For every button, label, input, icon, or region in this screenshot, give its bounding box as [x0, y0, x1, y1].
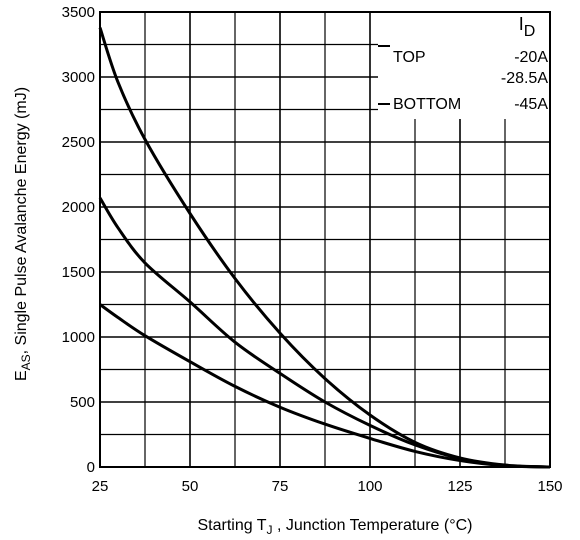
plot-frame — [99, 11, 551, 468]
x-tick-label: 75 — [272, 478, 289, 495]
x-tick-label: 150 — [537, 478, 562, 495]
y-tick-label: 2500 — [62, 134, 95, 151]
y-tick-label: 500 — [70, 394, 95, 411]
y-axis-label: EAS, Single Pulse Avalanche Energy (mJ) — [13, 87, 33, 381]
x-axis-label: Starting TJ , Junction Temperature (°C) — [197, 517, 472, 537]
y-tick-label: 0 — [87, 459, 95, 476]
x-tick-label: 100 — [357, 478, 382, 495]
legend-value-bottom: -45A — [514, 96, 548, 113]
y-tick-label: 2000 — [62, 199, 95, 216]
series-line-1 — [98, 197, 551, 469]
x-tick-label: 125 — [447, 478, 472, 495]
y-tick-label: 1500 — [62, 264, 95, 281]
y-tick-label: 3000 — [62, 69, 95, 86]
legend-header: ID — [519, 14, 536, 40]
tick-labels: 25 50 75 100 125 1500500100015002000250030003… — [62, 4, 563, 495]
legend: ID TOP -20A -28.5A BOTTOM -45A — [378, 14, 548, 113]
y-tick-label: 1000 — [62, 329, 95, 346]
legend-label-bottom: BOTTOM — [393, 96, 461, 113]
series-group — [98, 27, 551, 469]
legend-value-mid: -28.5A — [501, 70, 548, 87]
legend-label-top: TOP — [393, 49, 426, 66]
x-tick-label: 50 — [182, 478, 199, 495]
legend-box — [378, 13, 549, 119]
series-line-2 — [99, 303, 551, 469]
legend-value-top: -20A — [514, 49, 548, 66]
y-tick-label: 3500 — [62, 4, 95, 21]
x-tick-label: 25 — [92, 478, 109, 495]
